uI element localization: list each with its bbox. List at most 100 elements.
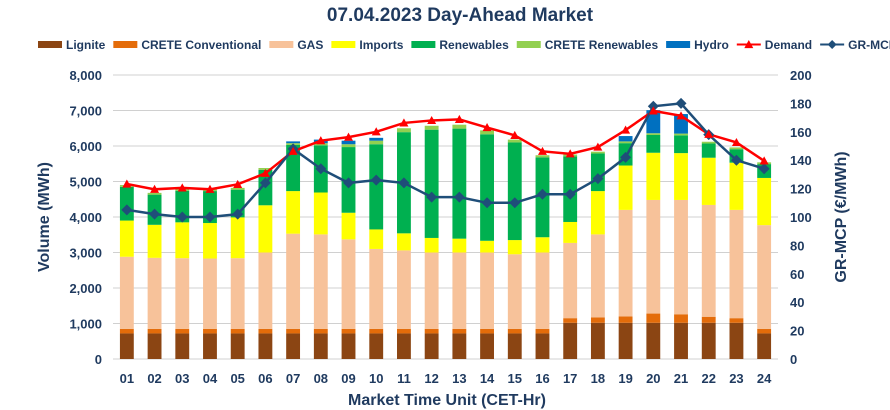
bar-segment-imports (590, 191, 605, 235)
bar-segment-crete-conventional (369, 328, 384, 334)
legend-item-crete-conventional: CRETE Conventional (113, 38, 261, 52)
bar-segment-renewables (286, 144, 301, 192)
y2-tick-label: 80 (790, 238, 804, 253)
bar-segment-imports (618, 165, 633, 210)
x-tick-label: 03 (175, 371, 189, 386)
bar-segment-imports (341, 212, 356, 240)
bar-segment-lignite (147, 333, 162, 359)
demand-point (344, 132, 354, 141)
bar-segment-crete-renewables (230, 187, 245, 190)
y2-tick-label: 60 (790, 267, 804, 282)
bar-segment-crete-conventional (175, 328, 190, 334)
x-tick-label: 24 (757, 371, 772, 386)
demand-point (510, 130, 520, 139)
bar-segment-imports (535, 237, 550, 253)
y2-axis-title: GR-MCP (€/MWh) (833, 151, 850, 282)
bar-segment-renewables (674, 135, 688, 154)
bar-segment-crete-renewables (729, 147, 744, 150)
gr-mcp-point (149, 208, 161, 220)
bar-segment-crete-conventional (258, 328, 273, 334)
legend-swatch (269, 41, 294, 48)
gr-mcp-point (620, 151, 632, 163)
x-tick-label: 16 (535, 371, 549, 386)
bar-segment-renewables (507, 142, 522, 241)
demand-point (177, 183, 187, 192)
bar-segment-gas (729, 209, 744, 319)
bar-segment-crete-renewables (618, 141, 633, 144)
bar-segment-lignite (618, 322, 633, 359)
x-tick-label: 18 (591, 371, 605, 386)
x-tick-label: 23 (729, 371, 743, 386)
y-tick-label: 5,000 (69, 175, 102, 190)
gr-mcp-point (481, 197, 493, 209)
x-tick-label: 09 (341, 371, 355, 386)
bar-segment-imports (507, 240, 522, 255)
bar-segment-crete-renewables (701, 141, 716, 144)
gr-mcp-point (204, 211, 216, 223)
bar-segment-imports (424, 237, 439, 253)
bar-segment-imports (701, 157, 716, 205)
y-tick-label: 2,000 (69, 281, 102, 296)
x-tick-label: 17 (563, 371, 577, 386)
demand-point (482, 123, 492, 132)
bar-segment-crete-renewables (507, 139, 522, 143)
demand-point (593, 142, 603, 151)
x-tick-label: 20 (646, 371, 660, 386)
bar-segment-gas (258, 252, 273, 329)
gr-mcp-point (398, 177, 410, 189)
gr-mcp-point (426, 191, 438, 203)
bar-segment-crete-conventional (618, 316, 633, 323)
legend-label: GAS (297, 38, 323, 52)
legend-item-hydro: Hydro (666, 38, 729, 52)
y2-axis-ticks: 0 20 40 60 80 100 120 140 160 180 200 (790, 68, 812, 367)
y-tick-label: 8,000 (69, 68, 102, 83)
legend-label: CRETE Renewables (545, 38, 659, 52)
bar-segment-imports (175, 222, 190, 259)
x-tick-label: 07 (286, 371, 300, 386)
bar-segment-lignite (507, 333, 522, 359)
bar-segment-renewables (452, 128, 467, 239)
gr-mcp-point (509, 197, 521, 209)
bar-segment-crete-conventional (119, 328, 134, 334)
bar-segment-lignite (175, 333, 190, 359)
gr-mcp-point (564, 188, 576, 200)
bar-segment-gas (397, 250, 411, 329)
x-tick-label: 10 (369, 371, 383, 386)
bar-segment-imports (674, 153, 688, 200)
x-tick-label: 02 (147, 371, 161, 386)
demand-point (150, 184, 160, 193)
bar-segment-crete-conventional (203, 328, 217, 334)
x-axis-title: Market Time Unit (CET-Hr) (348, 392, 546, 409)
bar-segment-gas (480, 252, 494, 329)
bar-segment-gas (535, 252, 550, 329)
bar-segment-crete-conventional (701, 316, 716, 323)
bar-segment-crete-renewables (341, 144, 356, 148)
bar-segment-lignite (230, 333, 245, 359)
y-axis-title: Volume (MWh) (36, 162, 53, 272)
chart-title: 07.04.2023 Day-Ahead Market (327, 5, 594, 26)
bar-segment-lignite (313, 333, 328, 359)
bar-segment-crete-conventional (397, 328, 411, 334)
bar-segment-gas (230, 258, 245, 329)
bar-segment-hydro (369, 137, 384, 141)
bar-segment-crete-conventional (729, 318, 744, 323)
demand-line (126, 109, 765, 191)
gr-mcp-point (232, 208, 244, 220)
demand-point (427, 115, 437, 125)
bar-segment-lignite (646, 322, 661, 359)
bar-segment-gas (590, 234, 605, 318)
bar-segment-lignite (341, 333, 356, 359)
bar-segment-gas (203, 258, 217, 329)
bar-segment-gas (646, 199, 661, 314)
chart-gridlines (113, 74, 778, 360)
y2-tick-label: 100 (790, 210, 812, 225)
bar-segment-gas (341, 239, 356, 329)
x-tick-label: 01 (120, 371, 134, 386)
bar-segment-imports (119, 220, 134, 257)
bar-segment-crete-renewables (646, 133, 661, 135)
gr-mcp-point (647, 100, 659, 112)
y-tick-label: 7,000 (69, 104, 102, 119)
bar-segment-crete-renewables (535, 155, 550, 158)
y2-tick-label: 160 (790, 125, 812, 140)
